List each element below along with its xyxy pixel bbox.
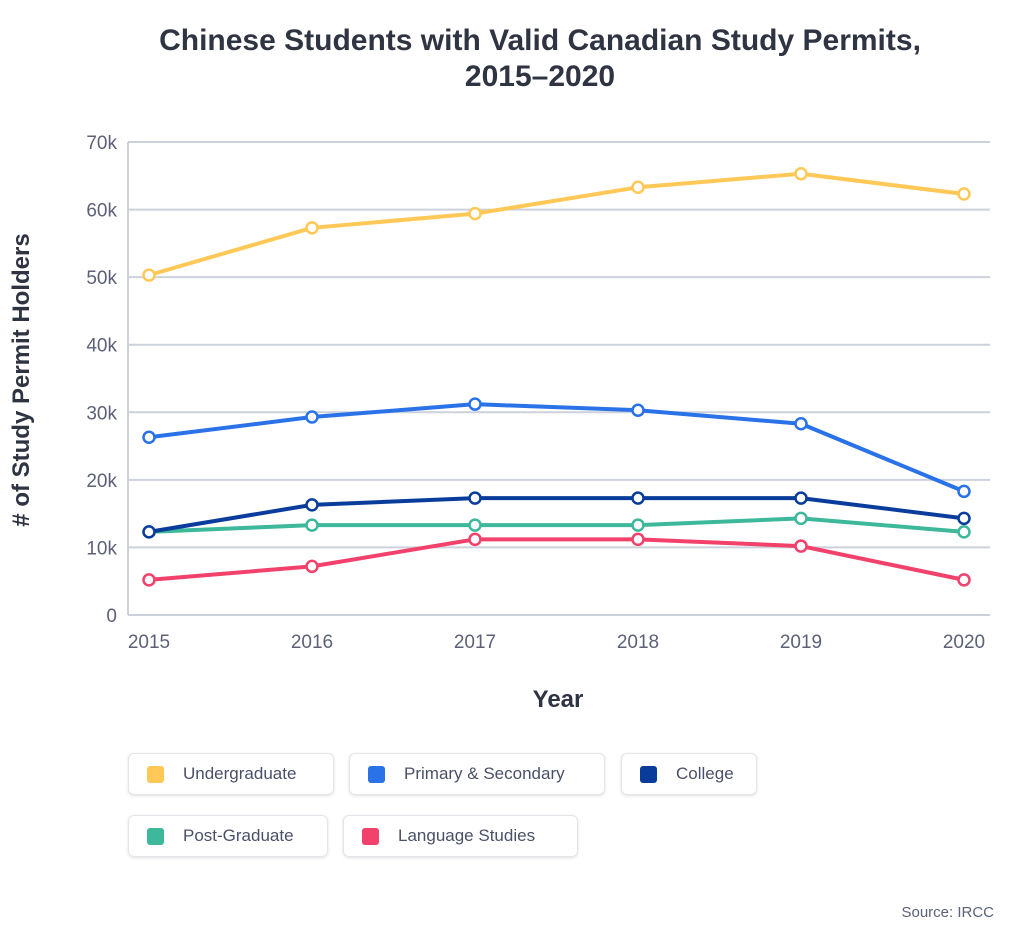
chart-title-line-1: Chinese Students with Valid Canadian Stu…: [159, 24, 921, 57]
source-note: Source: IRCC: [901, 904, 994, 921]
legend-swatch: [147, 827, 164, 845]
legend-item: Undergraduate: [128, 753, 334, 795]
series-line: [148, 537, 965, 582]
data-point: [957, 511, 971, 526]
y-tick-label: 50k: [86, 268, 117, 289]
data-point: [957, 484, 971, 499]
data-point: [468, 532, 482, 547]
legend-item: College: [621, 753, 757, 795]
chart-title-line-2: 2015–2020: [464, 60, 616, 93]
legend-swatch: [368, 765, 385, 783]
x-tick-label: 2020: [943, 632, 985, 653]
y-tick-label: 30k: [86, 403, 117, 424]
data-point: [305, 498, 319, 512]
data-point: [142, 268, 156, 282]
data-point: [468, 397, 482, 411]
x-tick-label: 2015: [128, 632, 170, 653]
data-point: [142, 573, 156, 587]
data-point: [794, 167, 808, 181]
x-tick-label: 2018: [617, 632, 659, 653]
legend-label: Primary & Secondary: [404, 764, 565, 783]
data-point: [631, 491, 645, 505]
data-point: [794, 417, 808, 431]
data-point: [794, 511, 808, 526]
data-point: [305, 518, 319, 532]
x-tick-label: 2019: [780, 632, 822, 653]
x-tick-label: 2016: [291, 632, 333, 653]
y-tick-label: 40k: [86, 336, 117, 357]
y-tick-label: 0: [106, 606, 117, 627]
data-point: [305, 410, 319, 424]
data-point: [142, 430, 156, 445]
series-line: [148, 496, 965, 534]
series-line: [148, 516, 965, 534]
data-point: [794, 539, 808, 553]
legend-swatch: [147, 765, 164, 783]
y-tick-label: 70k: [86, 133, 117, 154]
x-tick-label: 2017: [454, 632, 496, 653]
legend-swatch: [362, 827, 379, 845]
legend-item: Primary & Secondary: [349, 753, 605, 795]
data-point: [631, 518, 645, 532]
data-point: [468, 518, 482, 532]
data-point: [631, 180, 645, 195]
data-point: [957, 525, 971, 539]
data-point: [468, 491, 482, 505]
y-tick-label: 60k: [86, 201, 117, 222]
series-line: [148, 402, 965, 494]
data-point: [957, 573, 971, 587]
y-tick-label: 20k: [86, 471, 117, 492]
legend-swatch: [640, 765, 657, 783]
legend-item: Language Studies: [343, 815, 578, 857]
data-point: [794, 491, 808, 505]
y-tick-label: 10k: [86, 538, 117, 559]
legend-label: College: [676, 764, 734, 783]
data-point: [631, 403, 645, 418]
legend-label: Language Studies: [398, 826, 536, 845]
data-point: [142, 525, 156, 539]
data-point: [305, 221, 319, 235]
data-point: [631, 532, 645, 547]
data-point: [305, 559, 319, 574]
legend-item: Post-Graduate: [128, 815, 328, 857]
series-line: [148, 171, 965, 278]
x-axis-label: Year: [532, 686, 584, 713]
legend-label: Undergraduate: [183, 764, 297, 783]
legend-label: Post-Graduate: [183, 826, 294, 845]
data-point: [957, 187, 971, 201]
data-point: [468, 206, 482, 221]
